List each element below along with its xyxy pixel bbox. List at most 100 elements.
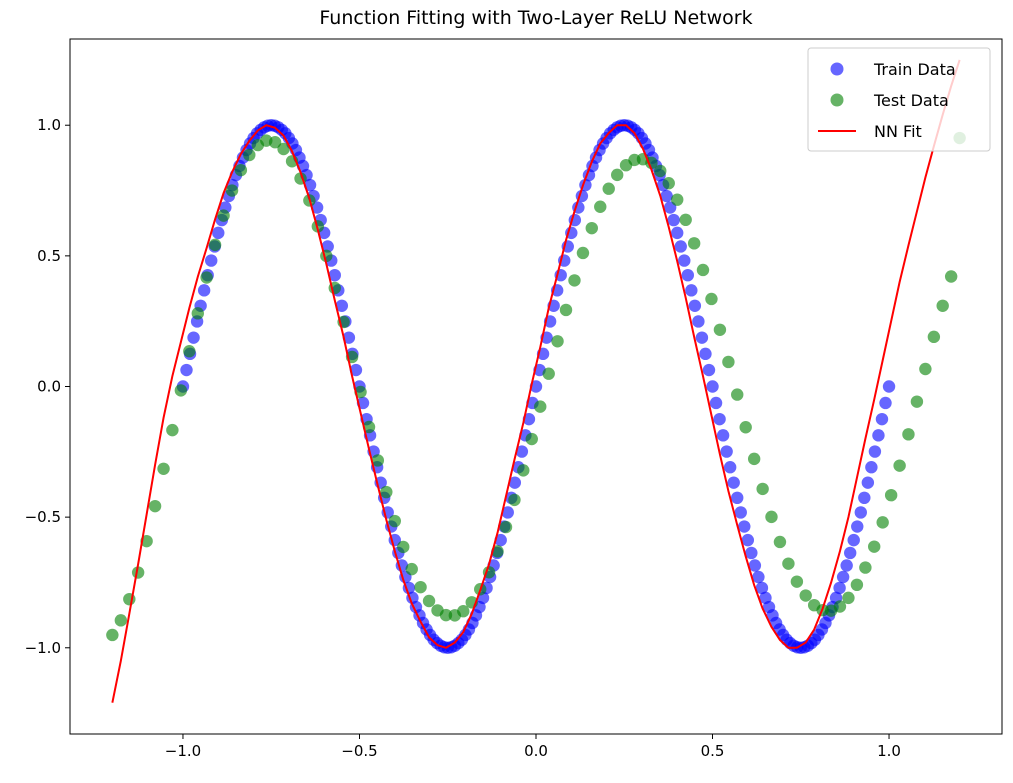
test-data-point [517, 464, 530, 477]
test-data-point [157, 462, 170, 476]
test-data-point [534, 400, 547, 413]
train-data-point [695, 331, 709, 344]
legend-label-train: Train Data [873, 60, 956, 79]
test-data-point [225, 184, 239, 197]
train-data-point [709, 396, 723, 410]
test-data-point [576, 246, 590, 260]
train-data-point [205, 254, 218, 267]
legend-marker-train [830, 62, 844, 76]
train-data-point [716, 429, 730, 442]
test-data-point [833, 600, 847, 613]
train-data-point [836, 570, 850, 584]
train-data-point [752, 570, 765, 584]
test-data-point [893, 459, 906, 472]
train-data-point [702, 363, 716, 377]
test-data-point [106, 628, 119, 642]
test-data-point [234, 163, 248, 177]
x-tick-label: −0.5 [341, 742, 377, 760]
train-data-point [723, 461, 737, 474]
x-tick-label: 0.5 [701, 742, 725, 760]
train-data-point [872, 429, 885, 442]
x-axis: −1.0 −0.5 0.0 0.5 1.0 [165, 734, 901, 760]
test-data-point [662, 177, 675, 190]
train-data-point [321, 240, 334, 253]
train-data-point [212, 226, 225, 240]
test-data-point [713, 323, 727, 337]
train-data-point [755, 581, 769, 595]
test-data-point [371, 454, 385, 467]
train-data-point [180, 363, 193, 377]
test-data-point [114, 614, 128, 627]
test-data-point [731, 388, 744, 401]
train-data-point [522, 412, 536, 426]
test-data-point [217, 209, 230, 222]
train-data-point [865, 461, 878, 474]
train-data-point [681, 268, 695, 282]
y-axis: −1.0 −0.5 0.0 0.5 1.0 [25, 116, 70, 657]
test-data-point [508, 493, 521, 507]
test-data-point [594, 200, 607, 213]
train-data-point [501, 506, 514, 519]
train-data-point [875, 412, 889, 426]
train-data-point [303, 178, 317, 192]
train-data-point [660, 189, 673, 203]
train-data-point [847, 533, 860, 547]
test-data-point [551, 335, 564, 348]
train-data-point [879, 396, 892, 410]
legend-label-test: Test Data [873, 91, 949, 110]
test-data-point [610, 168, 624, 182]
test-data-point [491, 545, 504, 558]
test-data-point [927, 330, 941, 344]
train-data-point [734, 506, 747, 519]
train-data-point [727, 476, 740, 489]
train-data-point [843, 546, 857, 560]
y-tick-label: −1.0 [25, 639, 61, 657]
test-data-point [568, 274, 581, 287]
test-data-point [602, 182, 615, 195]
train-data-point [349, 363, 363, 377]
legend-box [807, 47, 991, 152]
train-data-point [706, 380, 719, 393]
x-tick-label: 1.0 [877, 742, 901, 760]
test-data-point [859, 561, 872, 574]
train-data-point [731, 491, 744, 505]
test-data-point [722, 355, 735, 369]
train-data-point [692, 315, 705, 328]
test-data-point [679, 213, 692, 227]
train-data-point [720, 445, 733, 458]
train-data-point [685, 284, 698, 297]
train-data-point [741, 533, 755, 547]
test-data-point [174, 384, 188, 397]
test-data-point [243, 148, 256, 162]
y-tick-label: −0.5 [25, 508, 61, 526]
train-data-point [713, 412, 726, 426]
test-data-point [388, 514, 401, 528]
train-data-point [738, 520, 751, 533]
test-data-point [850, 578, 864, 592]
test-data-point [542, 367, 555, 380]
test-data-point [362, 420, 376, 434]
test-data-point [191, 307, 204, 320]
test-data-point [747, 452, 761, 466]
train-data-point [529, 380, 543, 393]
train-data-point [868, 445, 882, 458]
train-data-point [674, 240, 687, 253]
test-data-point [414, 580, 427, 594]
test-data-point [148, 499, 162, 513]
test-data-point [696, 263, 710, 277]
y-tick-label: 0.5 [37, 247, 61, 265]
test-data-point [902, 428, 915, 441]
train-data-point [745, 546, 758, 560]
test-data-point [687, 237, 701, 250]
test-data-point [884, 488, 898, 502]
train-data-point [678, 254, 691, 267]
test-data-point [876, 516, 889, 529]
train-data-point [342, 331, 356, 344]
test-data-point [131, 566, 145, 579]
test-data-point [739, 421, 752, 434]
train-data-point [494, 533, 507, 547]
train-data-point [688, 299, 702, 312]
train-data-point [197, 284, 211, 297]
test-data-point [790, 575, 804, 588]
